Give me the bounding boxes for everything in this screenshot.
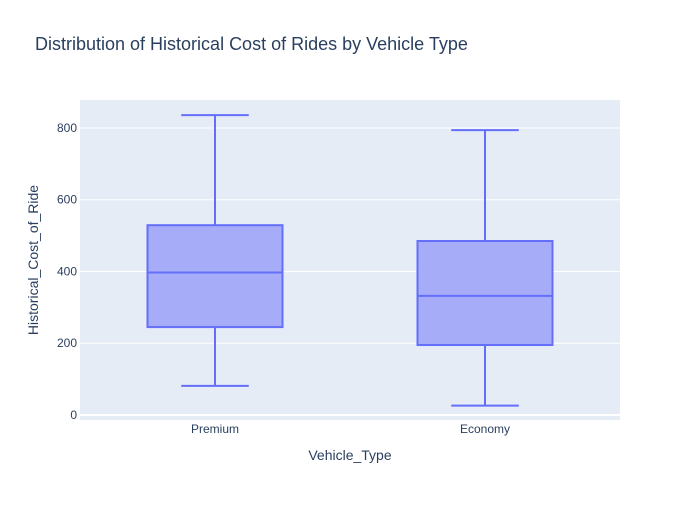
x-axis-title: Vehicle_Type xyxy=(308,447,391,463)
y-tick-label: 200 xyxy=(57,336,77,350)
iqr-box xyxy=(416,239,554,347)
chart-title: Distribution of Historical Cost of Rides… xyxy=(35,34,468,54)
box-premium xyxy=(146,114,284,387)
x-tick-label: Premium xyxy=(191,422,239,436)
y-tick-label: 0 xyxy=(70,408,77,422)
box-economy xyxy=(416,129,554,407)
y-axis-title: Historical_Cost_of_Ride xyxy=(25,185,41,335)
y-tick-label: 400 xyxy=(57,264,77,278)
y-tick-label: 600 xyxy=(57,193,77,207)
boxes xyxy=(146,114,554,407)
y-tick-label: 800 xyxy=(57,121,77,135)
iqr-box xyxy=(146,224,284,329)
x-tick-labels: Premium Economy xyxy=(191,422,510,436)
y-tick-labels: 0 200 400 600 800 xyxy=(57,121,77,422)
x-tick-label: Economy xyxy=(460,422,510,436)
